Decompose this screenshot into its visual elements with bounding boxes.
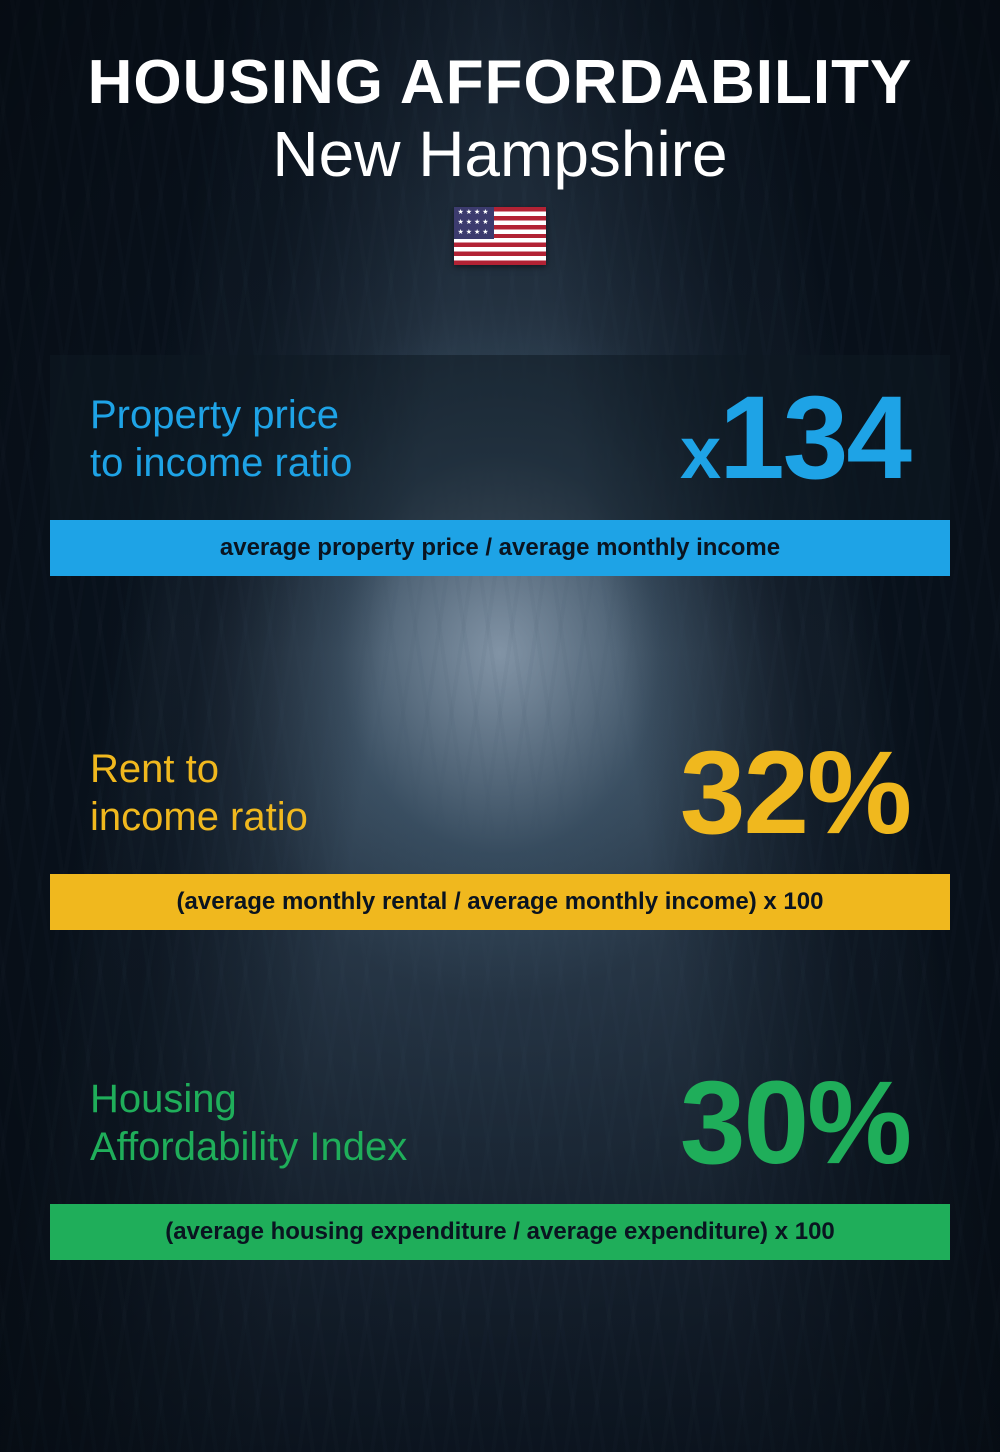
- formula-bar: average property price / average monthly…: [50, 520, 950, 576]
- metric-label: HousingAffordability Index: [90, 1075, 407, 1171]
- header: HOUSING AFFORDABILITY New Hampshire: [50, 50, 950, 265]
- formula-text: average property price / average monthly…: [220, 534, 780, 561]
- metric-value-prefix: x: [680, 420, 719, 487]
- metric-card-rent-income: Rent toincome ratio 32% (average monthly…: [50, 710, 950, 930]
- metric-card-property-price: Property priceto income ratio x 134 aver…: [50, 355, 950, 575]
- us-flag-icon: [454, 207, 546, 265]
- spacer: [50, 930, 950, 1040]
- subtitle: New Hampshire: [50, 119, 950, 189]
- metric-row: Rent toincome ratio 32%: [90, 740, 910, 846]
- metric-label-text: HousingAffordability Index: [90, 1077, 407, 1169]
- metric-value-number: 30%: [680, 1070, 910, 1176]
- metric-value: 32%: [680, 740, 910, 846]
- formula-text: (average housing expenditure / average e…: [165, 1218, 835, 1245]
- metric-value-number: 134: [719, 385, 910, 491]
- metric-value: x 134: [680, 385, 910, 491]
- metric-row: HousingAffordability Index 30%: [90, 1070, 910, 1176]
- metric-card-affordability-index: HousingAffordability Index 30% (average …: [50, 1040, 950, 1260]
- metric-label: Rent toincome ratio: [90, 745, 308, 841]
- spacer: [50, 600, 950, 710]
- formula-bar: (average monthly rental / average monthl…: [50, 874, 950, 930]
- metric-value: 30%: [680, 1070, 910, 1176]
- formula-bar: (average housing expenditure / average e…: [50, 1204, 950, 1260]
- content-container: HOUSING AFFORDABILITY New Hampshire Prop…: [0, 0, 1000, 1452]
- formula-text: (average monthly rental / average monthl…: [177, 888, 824, 915]
- main-title: HOUSING AFFORDABILITY: [50, 50, 950, 115]
- metric-label: Property priceto income ratio: [90, 391, 352, 487]
- metric-value-number: 32%: [680, 740, 910, 846]
- metric-label-text: Rent toincome ratio: [90, 747, 308, 839]
- metric-label-text: Property priceto income ratio: [90, 393, 352, 485]
- metric-row: Property priceto income ratio x 134: [90, 385, 910, 491]
